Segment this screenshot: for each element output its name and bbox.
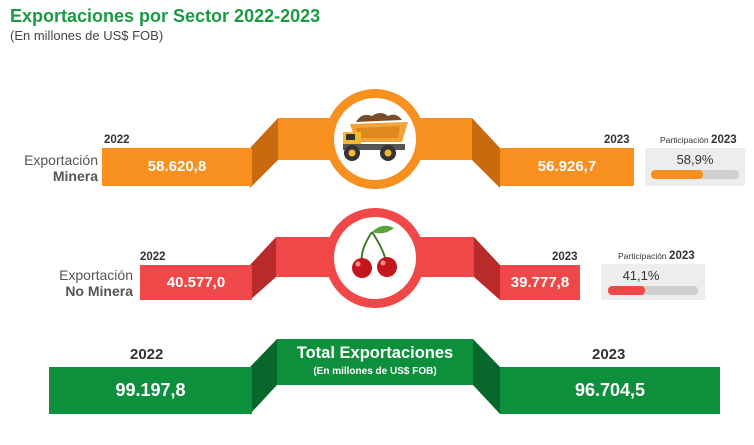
total-year-2023: 2023 [592, 346, 626, 363]
non-mining-participation-track [608, 286, 698, 295]
cherries-icon [352, 225, 397, 278]
mining-label-line2: Minera [52, 168, 98, 184]
non-mining-participation-caption-text: Participación [618, 251, 667, 261]
total-value-2023: 96.704,5 [574, 380, 646, 400]
non-mining-year-2023: 2023 [552, 251, 578, 263]
total-value-2022: 99.197,8 [115, 380, 186, 400]
mining-value-2022: 58.620,8 [147, 158, 207, 175]
total-2023-bar [500, 367, 720, 414]
non-mining-participation-box: 41,1% [601, 264, 705, 300]
mining-2023-bar [500, 148, 634, 186]
non-mining-value-2022: 40.577,0 [166, 274, 226, 291]
non-mining-2022-bar [140, 265, 252, 300]
non-mining-participation-caption: Participación 2023 [618, 250, 695, 262]
non-mining-participation-fill [608, 286, 645, 295]
mining-participation-track [651, 170, 739, 179]
total-year-2022: 2022 [130, 346, 164, 363]
non-mining-label-line1: Exportación [59, 267, 133, 283]
mining-participation-caption: Participación 2023 [660, 134, 737, 146]
non-mining-value-2023: 39.777,8 [510, 274, 570, 291]
non-mining-year-2022: 2022 [140, 251, 166, 263]
mining-value-2023: 56.926,7 [537, 158, 597, 175]
total-band [49, 339, 720, 414]
total-subtitle: (En millones de US$ FOB) [313, 366, 437, 377]
non-mining-participation-year: 2023 [669, 250, 695, 262]
non-mining-band [140, 208, 580, 308]
mining-participation-box: 58,9% [645, 148, 745, 186]
total-title: Total Exportaciones [296, 344, 454, 362]
non-mining-label: Exportación No Minera [0, 267, 133, 299]
mining-2022-bar [102, 148, 252, 186]
non-mining-2023-bar [500, 265, 580, 300]
non-mining-participation-value: 41,1% [622, 268, 660, 283]
mining-participation-caption-text: Participación [660, 135, 709, 145]
total-2022-bar [49, 367, 252, 414]
mining-label: Exportación Minera [0, 152, 98, 184]
mining-participation-year: 2023 [711, 134, 737, 146]
page-title: Exportaciones por Sector 2022-2023 [10, 6, 321, 26]
mining-label-line1: Exportación [24, 152, 98, 168]
mining-truck-icon [343, 113, 408, 161]
mining-participation-value: 58,9% [676, 152, 714, 167]
mining-year-2022: 2022 [104, 134, 130, 146]
page-subtitle: (En millones de US$ FOB) [10, 28, 164, 43]
non-mining-label-line2: No Minera [65, 283, 133, 299]
mining-year-2023: 2023 [604, 134, 630, 146]
mining-participation-fill [651, 170, 703, 179]
